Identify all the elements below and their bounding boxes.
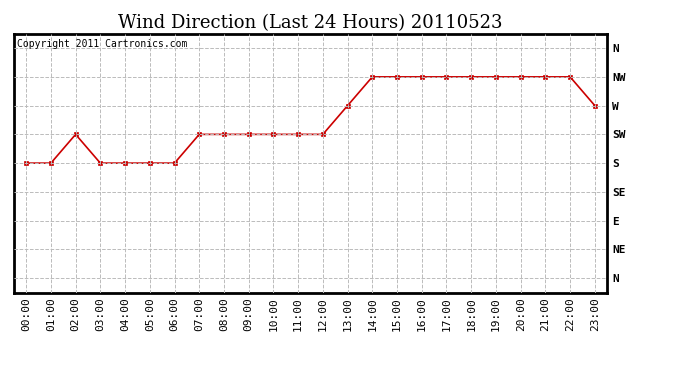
Title: Wind Direction (Last 24 Hours) 20110523: Wind Direction (Last 24 Hours) 20110523 (118, 14, 503, 32)
Text: Copyright 2011 Cartronics.com: Copyright 2011 Cartronics.com (17, 39, 187, 49)
